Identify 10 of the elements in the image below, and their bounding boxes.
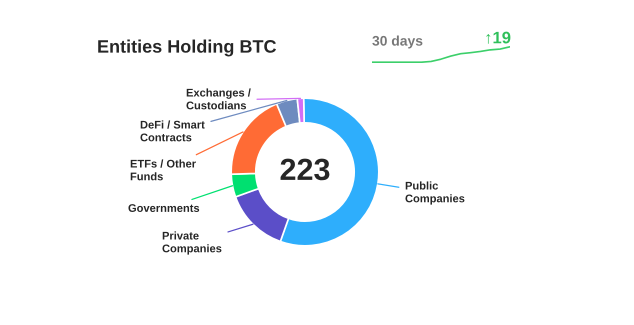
slice-label: Public Companies — [405, 181, 464, 205]
slice-label: Governments — [128, 204, 200, 212]
slice-label: DeFi / Smart Contracts — [140, 120, 205, 142]
annotation: 30 days — [372, 36, 422, 48]
slice-label: Private Companies — [162, 231, 222, 255]
slice-label: ETFs / Other Funds — [130, 159, 196, 180]
text: 223 — [280, 158, 330, 180]
chart-title: Entities Holding BTC — [98, 40, 276, 56]
text: ↑19 — [486, 32, 510, 44]
slice-label: Exchanges / Custodians — [186, 88, 251, 110]
